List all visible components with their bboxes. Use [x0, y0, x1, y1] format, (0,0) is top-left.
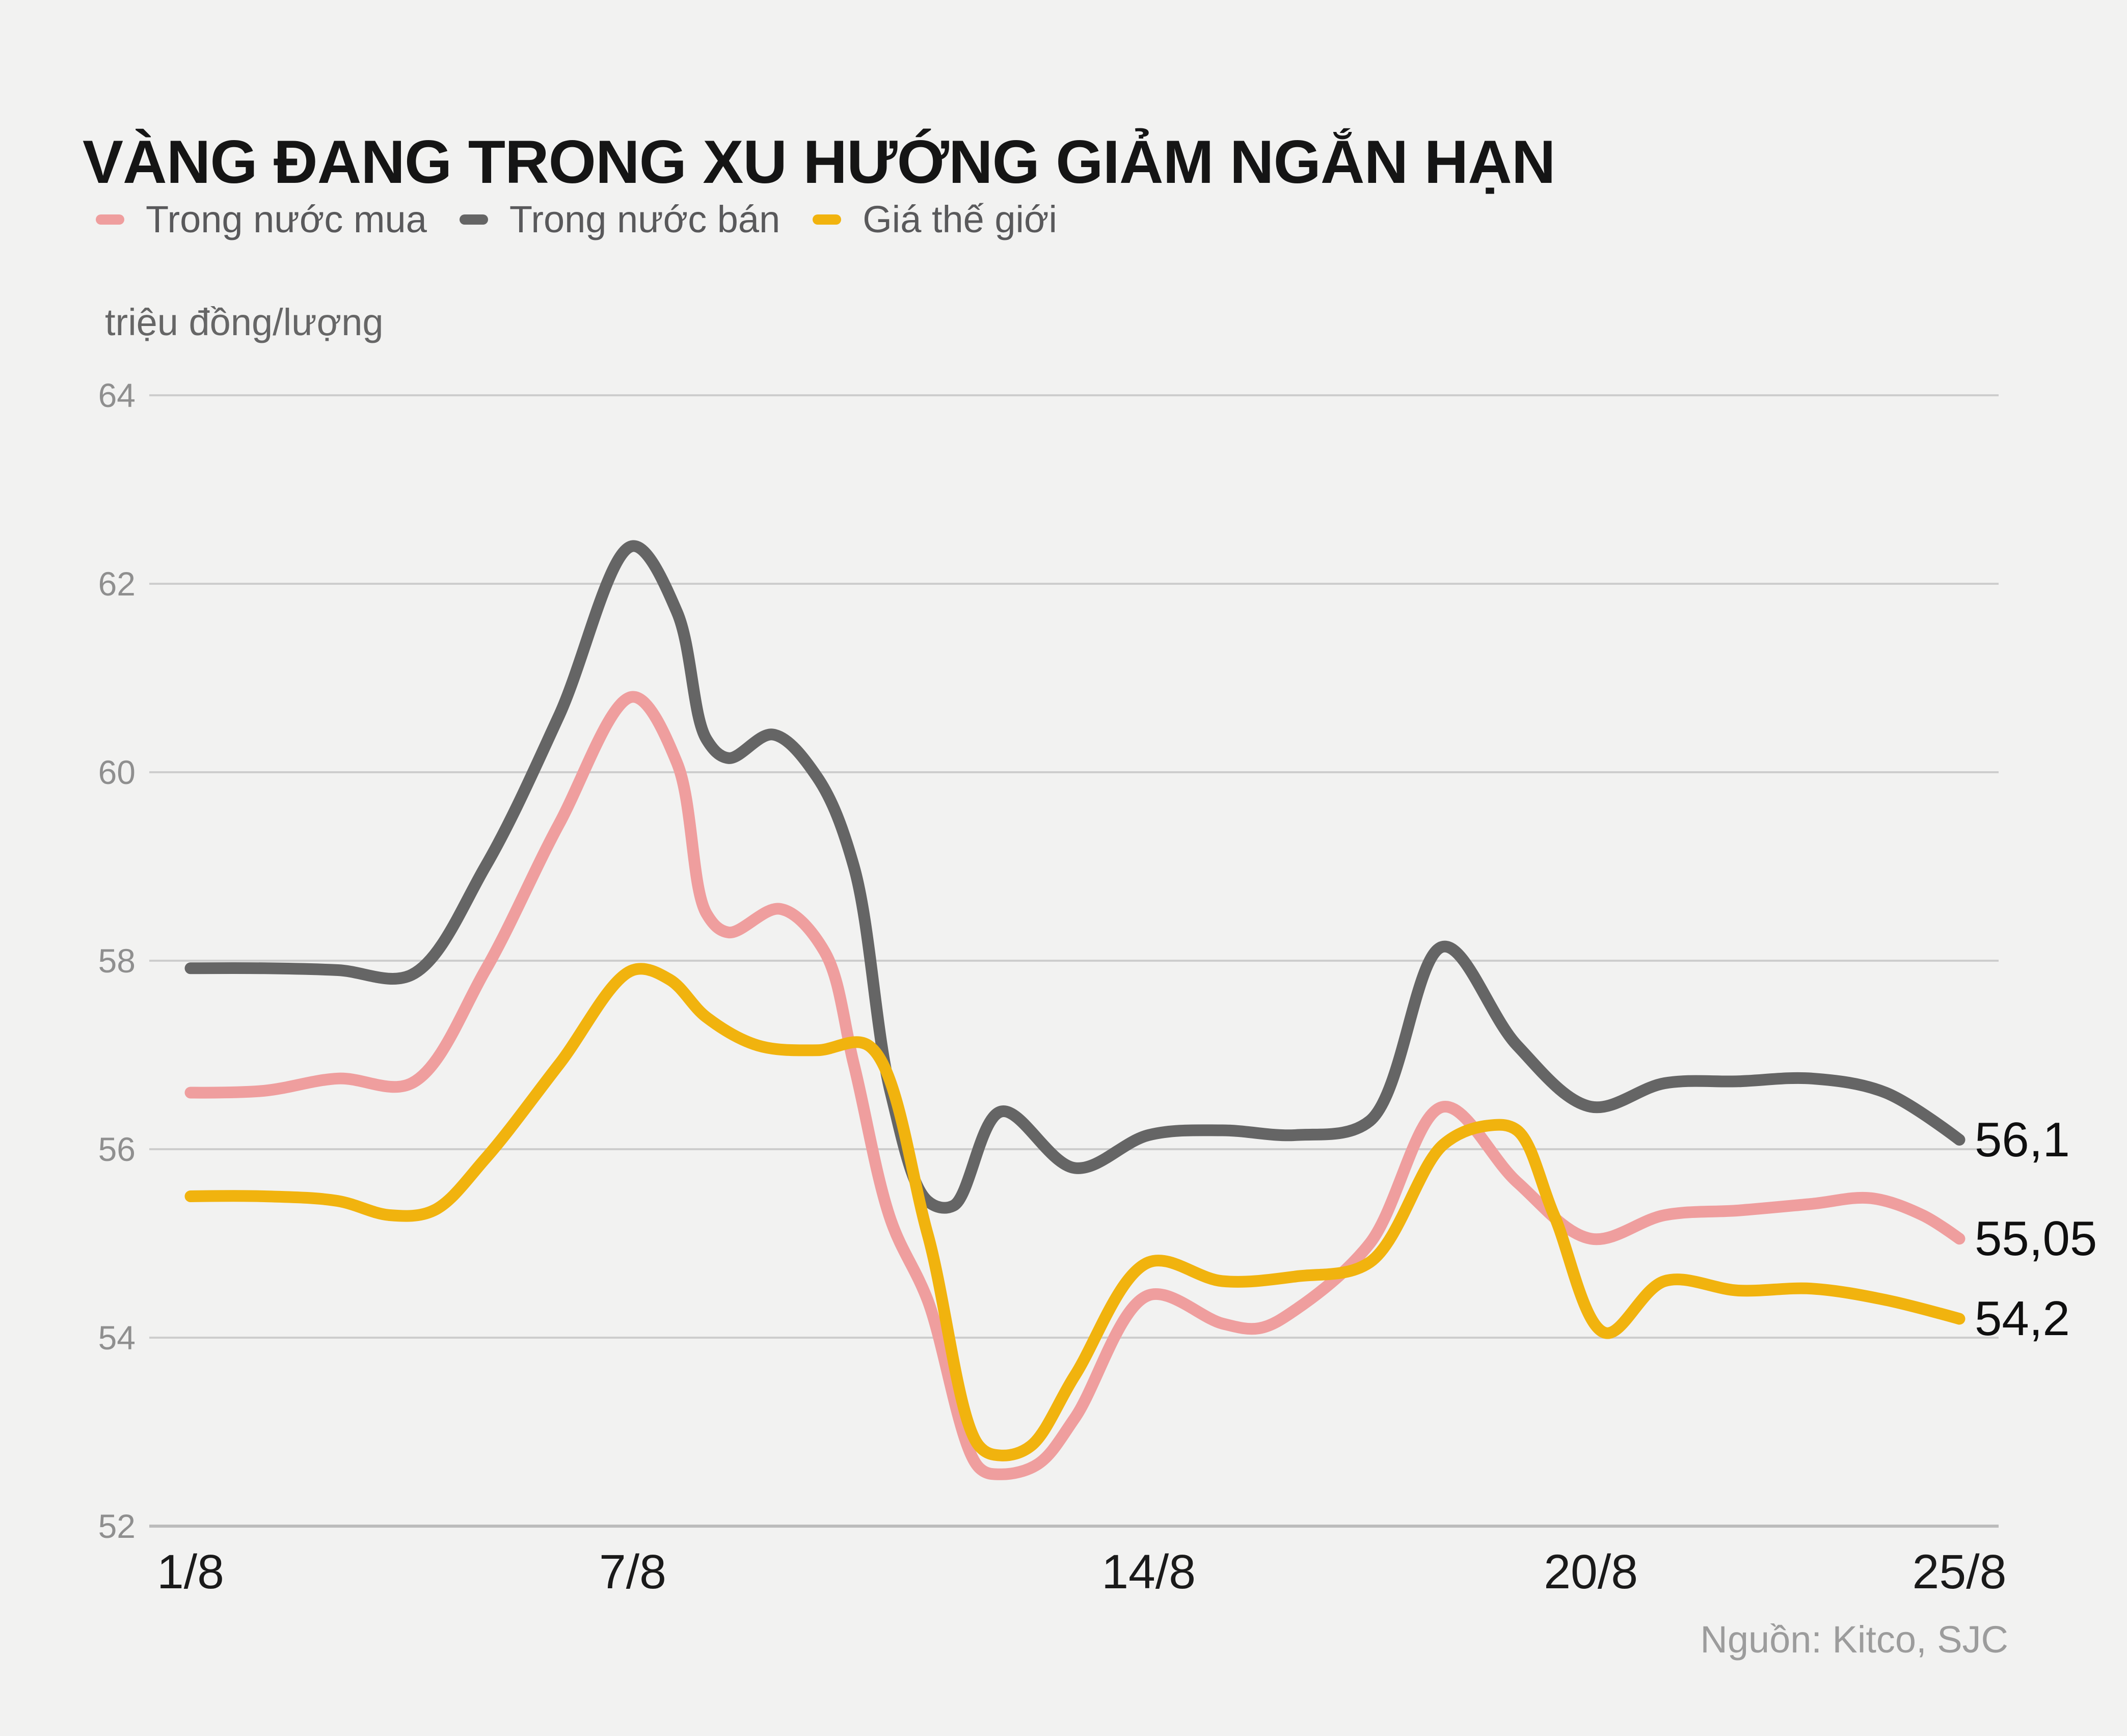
end-value-label-0: 56,1 — [1975, 1112, 2070, 1167]
y-tick-label-56: 56 — [98, 1130, 136, 1168]
legend-swatch-icon — [459, 214, 488, 225]
end-value-label-2: 54,2 — [1975, 1291, 2070, 1346]
y-tick-label-54: 54 — [98, 1319, 136, 1357]
y-tick-label-58: 58 — [98, 942, 136, 980]
x-tick-label-7-8: 7/8 — [599, 1545, 667, 1599]
x-tick-label-25-8: 25/8 — [1912, 1545, 2007, 1599]
y-tick-label-62: 62 — [98, 565, 136, 603]
source-credit: Nguồn: Kitco, SJC — [1700, 1618, 2008, 1661]
series-line-2 — [184, 963, 1966, 1461]
y-tick-label-60: 60 — [98, 753, 136, 791]
legend-item-label: Giá thế giới — [863, 198, 1057, 240]
y-tick-label-52: 52 — [98, 1507, 136, 1545]
chart-title: VÀNG ĐANG TRONG XU HƯỚNG GIẢM NGẮN HẠN — [83, 128, 1556, 197]
series-line-0 — [184, 540, 1966, 1214]
legend-swatch-icon — [813, 214, 842, 225]
y-axis-unit-label: triệu đồng/lượng — [105, 301, 384, 343]
y-tick-label-64: 64 — [98, 376, 136, 414]
series-line-1 — [184, 691, 1966, 1480]
x-tick-label-14-8: 14/8 — [1101, 1545, 1196, 1599]
legend-item-label: Trong nước bán — [509, 198, 780, 240]
x-tick-label-20-8: 20/8 — [1544, 1545, 1638, 1599]
end-value-label-1: 55,05 — [1975, 1211, 2097, 1266]
legend-item-label: Trong nước mua — [146, 198, 427, 240]
legend-item-0: Trong nước mua — [96, 198, 427, 241]
legend-swatch-icon — [96, 214, 124, 225]
legend-item-1: Trong nước bán — [459, 198, 780, 241]
legend: Trong nước mua Trong nước bán Giá thế giới — [96, 198, 1057, 241]
x-tick-label-1-8: 1/8 — [156, 1545, 225, 1599]
legend-item-2: Giá thế giới — [813, 198, 1057, 241]
